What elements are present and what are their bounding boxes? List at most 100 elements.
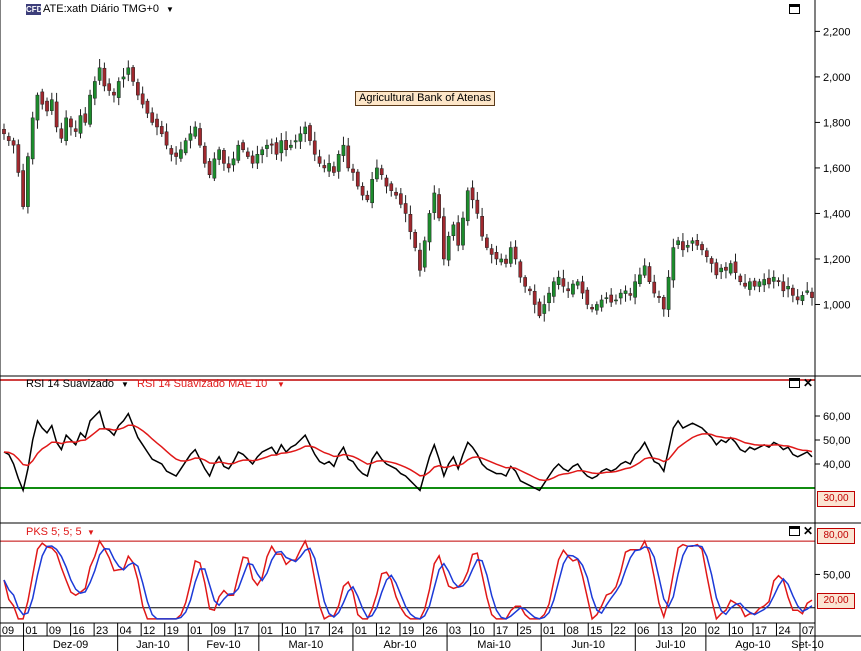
price-tick-label: 2,000	[823, 72, 851, 84]
annotation-label[interactable]: Agricultural Bank of Atenas	[355, 91, 496, 106]
rsi-level-tag: 30,00	[817, 491, 855, 507]
day-label: 17	[496, 625, 508, 637]
rsi-tick-label: 60,00	[823, 411, 851, 423]
candle-body	[628, 293, 633, 296]
candle-body	[757, 281, 762, 287]
maximize-pane-icon[interactable]	[789, 378, 800, 388]
day-label: 13	[661, 625, 673, 637]
candle-body	[11, 140, 16, 146]
candle-body	[212, 158, 217, 179]
candle-body	[762, 279, 767, 286]
candle-body	[274, 142, 279, 155]
day-label: 06	[637, 625, 649, 637]
candle-body	[666, 276, 671, 310]
candle-body	[767, 277, 771, 285]
candle-body	[704, 250, 709, 257]
candle-body	[647, 266, 652, 282]
close-pane-icon[interactable]: ✕	[803, 524, 814, 538]
close-pane-icon[interactable]: ✕	[803, 376, 814, 390]
day-label: 10	[284, 625, 296, 637]
candle-body	[365, 194, 370, 201]
candle-body	[40, 91, 45, 105]
day-label: 17	[237, 625, 249, 637]
candle-body	[351, 168, 355, 173]
rsi-mae-line	[3, 424, 813, 482]
rsi-mae-series-label[interactable]: RSI 14 Suavizado MAE 10	[137, 378, 268, 390]
candle-body	[638, 274, 642, 285]
maximize-pane-icon[interactable]	[789, 526, 800, 536]
maximize-window-icon[interactable]	[789, 4, 800, 14]
candle-body	[413, 232, 418, 248]
candle-body	[360, 185, 365, 196]
month-label: Set-10	[791, 639, 823, 651]
candle-body	[54, 101, 59, 128]
candle-body	[169, 148, 174, 155]
day-label: 01	[261, 625, 273, 637]
candle-body	[776, 280, 781, 282]
candle-body	[174, 152, 178, 157]
chevron-down-icon[interactable]: ▼	[166, 5, 174, 14]
month-label: Ago-10	[735, 639, 770, 651]
day-label: 10	[731, 625, 743, 637]
candle-body	[671, 247, 676, 281]
candle-body	[341, 144, 346, 156]
candle-body	[580, 281, 585, 294]
rsi-tick-label: 50,00	[823, 435, 851, 447]
candle-body	[523, 277, 527, 287]
day-label: 17	[755, 625, 767, 637]
candle-body	[379, 168, 384, 176]
candle-body	[590, 307, 594, 310]
month-label: Jan-10	[136, 639, 170, 651]
candle-body	[427, 213, 432, 243]
candle-body	[504, 258, 508, 264]
day-label: 01	[543, 625, 555, 637]
candle-body	[49, 99, 54, 111]
candle-body	[332, 166, 336, 173]
candle-body	[6, 136, 11, 141]
candle-body	[709, 258, 714, 264]
rsi-series-label[interactable]: RSI 14 Suavizado	[26, 378, 115, 390]
candle-body	[236, 144, 241, 161]
stoch-d-line	[3, 544, 813, 620]
candle-body	[198, 128, 202, 146]
candle-body	[26, 156, 30, 207]
stoch-series-label[interactable]: PKS 5; 5; 5	[26, 526, 82, 538]
candle-body	[532, 291, 537, 305]
candle-body	[561, 278, 566, 287]
candle-body	[571, 283, 575, 295]
chevron-down-icon[interactable]: ▼	[277, 380, 285, 389]
month-label: Jun-10	[571, 639, 605, 651]
candle-body	[207, 161, 212, 176]
month-label: Jul-10	[656, 639, 686, 651]
stoch-pane	[0, 539, 815, 621]
candle-body	[475, 199, 480, 214]
candle-body	[446, 235, 451, 261]
candle-body	[45, 100, 49, 112]
month-label: Mar-10	[288, 639, 323, 651]
price-tick-label: 1,600	[823, 163, 851, 175]
candle-body	[437, 194, 441, 219]
day-label: 20	[684, 625, 696, 637]
candle-body	[599, 299, 604, 308]
candle-body	[255, 154, 260, 164]
chevron-down-icon[interactable]: ▼	[121, 380, 129, 389]
candle-body	[728, 263, 733, 274]
candle-body	[179, 149, 183, 159]
candle-body	[724, 266, 728, 271]
candle-body	[64, 117, 69, 141]
candle-body	[265, 144, 269, 149]
candle-body	[494, 252, 499, 260]
candle-body	[73, 128, 78, 132]
chevron-down-icon[interactable]: ▼	[87, 528, 95, 537]
candle-body	[164, 131, 169, 146]
y-axes: 2,200 2,000 1,800 1,600 1,400 1,200 1,000 60,00…	[815, 26, 851, 581]
candle-body	[389, 183, 394, 191]
price-tick-label: 1,800	[823, 117, 851, 129]
candle-body	[303, 126, 308, 135]
candle-body	[551, 281, 556, 297]
candle-body	[752, 280, 757, 287]
candle-body	[456, 222, 461, 246]
stoch-low-tag: 20,00	[817, 593, 855, 609]
candle-body	[69, 118, 73, 128]
